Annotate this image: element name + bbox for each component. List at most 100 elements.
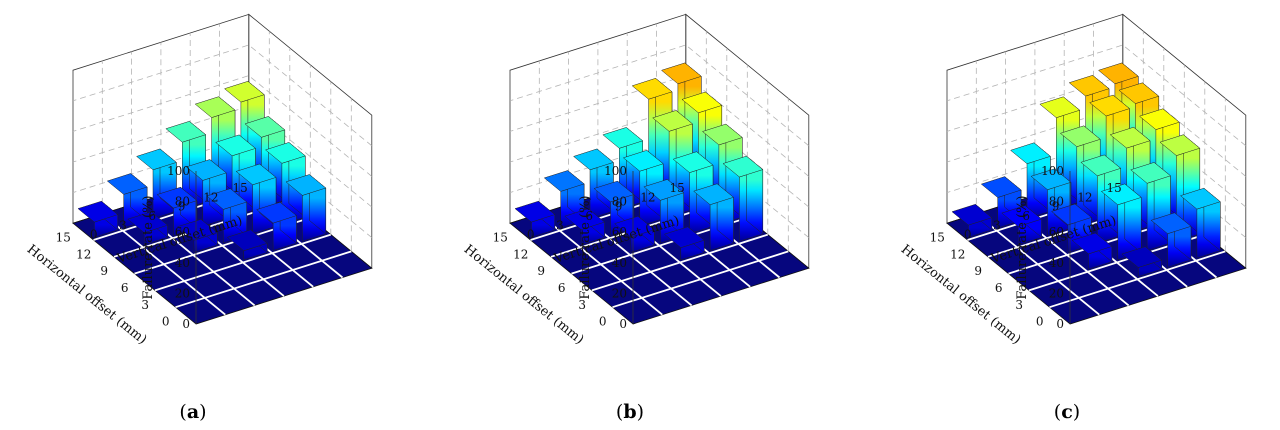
bar-top-face xyxy=(722,155,764,178)
bar-top-face xyxy=(244,116,286,138)
y-tick-label: 0 xyxy=(90,228,98,242)
bar-top-face xyxy=(1039,96,1081,118)
bar-top-face xyxy=(1080,154,1122,177)
bar-top-face xyxy=(1159,134,1201,156)
z-axis-label: Failure rate (%) xyxy=(1015,195,1030,299)
bar-top-face xyxy=(652,110,694,132)
z-tick-label: 0 xyxy=(1056,317,1064,331)
bar-top-face xyxy=(593,180,635,203)
y-tick-label: 15 xyxy=(233,181,248,195)
x-tick-label: 9 xyxy=(537,264,545,278)
bar xyxy=(614,215,655,253)
x-tick-label: 9 xyxy=(974,264,982,278)
bar-top-face xyxy=(1097,62,1139,85)
x-tick-label: 3 xyxy=(141,298,149,312)
z-tick-label: 80 xyxy=(612,195,627,209)
bar-top-face xyxy=(215,134,257,157)
x-tick-label: 9 xyxy=(100,264,108,278)
bar xyxy=(226,229,268,261)
x-tick-label: 15 xyxy=(930,231,945,245)
bar-top-face xyxy=(185,159,227,181)
bar-top-face xyxy=(672,151,714,173)
z-tick-label: 100 xyxy=(167,164,190,178)
bar-top-face xyxy=(614,215,655,238)
y-tick-label: 12 xyxy=(640,190,655,204)
bar-top-face xyxy=(226,229,268,251)
y-tick-label: 6 xyxy=(1022,209,1030,223)
x-tick-label: 6 xyxy=(558,281,566,295)
bar-top-face xyxy=(1001,205,1043,227)
z-tick-label: 40 xyxy=(612,256,627,270)
x-tick-label: 0 xyxy=(1036,315,1044,329)
bar-top-face xyxy=(701,123,743,146)
bar xyxy=(1121,246,1163,278)
bar-top-face xyxy=(1109,126,1151,149)
bar-top-face xyxy=(1121,246,1163,268)
bar xyxy=(285,173,327,242)
bar-top-face xyxy=(177,219,218,241)
z-tick-label: 20 xyxy=(1049,286,1064,300)
z-tick-label: 80 xyxy=(175,195,190,209)
bar-top-face xyxy=(1100,183,1142,206)
y-tick-label: 6 xyxy=(148,209,156,223)
bar-top-face xyxy=(1179,187,1221,210)
y-tick-label: 3 xyxy=(119,218,127,232)
y-tick-label: 9 xyxy=(615,200,623,214)
x-tick-label: 12 xyxy=(513,247,528,261)
x-tick-label: 12 xyxy=(950,247,965,261)
z-tick-label: 40 xyxy=(1049,256,1064,270)
bar-top-face xyxy=(681,91,723,114)
bar-top-face xyxy=(1089,94,1131,117)
bar-top-face xyxy=(660,62,702,85)
caption-a: (a) xyxy=(179,401,206,423)
bar-top-face xyxy=(156,186,198,209)
z-tick-label: 0 xyxy=(182,317,190,331)
x-tick-label: 6 xyxy=(121,281,129,295)
bar-top-face xyxy=(514,200,556,223)
bar-top-face xyxy=(951,204,993,226)
bar-top-face xyxy=(1138,108,1180,130)
bar xyxy=(663,226,705,261)
bar-top-face xyxy=(127,211,169,233)
bar-top-face xyxy=(573,148,614,171)
x-tick-label: 0 xyxy=(162,315,170,329)
bar-top-face xyxy=(643,179,685,201)
bar-top-face xyxy=(602,127,644,149)
bar xyxy=(564,208,606,246)
bar xyxy=(722,155,764,242)
bar xyxy=(693,183,735,251)
y-tick-label: 12 xyxy=(1077,190,1092,204)
bar-top-face xyxy=(223,81,265,103)
bar-top-face xyxy=(1118,82,1160,104)
z-tick-label: 80 xyxy=(1049,195,1064,209)
bar-top-face xyxy=(622,150,664,172)
bar xyxy=(1150,212,1192,268)
y-tick-label: 0 xyxy=(527,228,535,242)
bar-top-face xyxy=(1071,232,1113,255)
z-tick-label: 100 xyxy=(1041,164,1064,178)
bar xyxy=(1100,183,1142,261)
x-tick-label: 15 xyxy=(56,231,71,245)
y-tick-label: 15 xyxy=(670,181,685,195)
bar-top-face xyxy=(1051,203,1092,226)
bar-top-face xyxy=(77,200,119,223)
y-tick-label: 0 xyxy=(964,228,972,242)
bar-top-face xyxy=(194,96,236,118)
x-tick-label: 6 xyxy=(995,281,1003,295)
y-tick-label: 3 xyxy=(556,218,564,232)
bar xyxy=(1051,203,1092,253)
y-tick-label: 6 xyxy=(585,209,593,223)
bar xyxy=(264,141,306,225)
y-tick-label: 12 xyxy=(203,190,218,204)
bar xyxy=(177,218,218,253)
bar-top-face xyxy=(235,163,277,186)
z-tick-label: 100 xyxy=(604,164,627,178)
bar xyxy=(1071,232,1113,270)
bar xyxy=(951,203,993,238)
bar-top-face xyxy=(693,183,735,205)
bar-top-face xyxy=(980,176,1022,198)
bar-top-face xyxy=(663,226,705,248)
x-tick-label: 3 xyxy=(1015,298,1023,312)
